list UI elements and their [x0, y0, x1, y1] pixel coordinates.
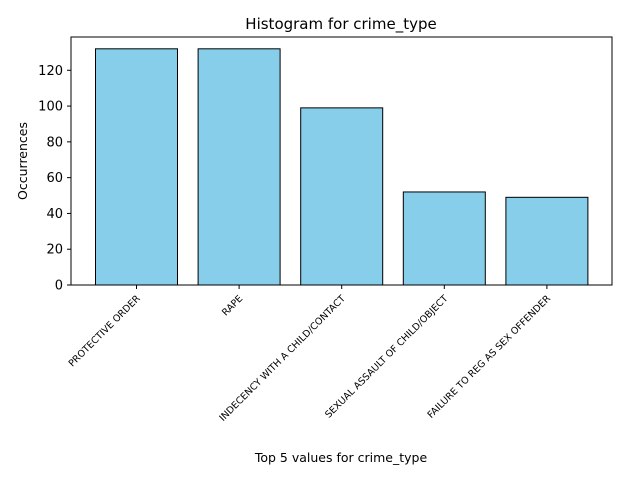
bar-4	[505, 196, 589, 286]
y-tick-label-2: 40	[46, 207, 63, 222]
y-tick-label-5: 100	[38, 100, 63, 115]
x-tick-label-0: PROTECTIVE ORDER	[67, 293, 143, 369]
x-axis-label: Top 5 values for crime_type	[254, 450, 428, 465]
chart-title: Histogram for crime_type	[245, 15, 436, 34]
bar-2	[300, 107, 384, 286]
bar-1	[197, 48, 281, 286]
bar-0	[95, 48, 178, 286]
y-tick-label-6: 120	[38, 64, 63, 79]
y-tick-label-0: 0	[55, 279, 63, 294]
x-tick-label-4: FAILURE TO REG AS SEX OFFENDER	[426, 293, 554, 421]
x-tick-label-2: INDECENCY WITH A CHILD/CONTACT	[217, 293, 348, 424]
y-tick-label-3: 60	[46, 171, 63, 186]
bar-3	[402, 191, 486, 286]
plot-frame	[70, 36, 613, 286]
y-tick-label-4: 80	[46, 135, 63, 150]
y-axis: 0 20 40 60 80 100 120	[38, 64, 71, 294]
y-tick-label-1: 20	[46, 243, 63, 258]
x-tick-label-1: RAPE	[220, 293, 245, 318]
y-axis-label: Occurrences	[15, 122, 30, 200]
bars	[95, 48, 589, 286]
x-tick-label-3: SEXUAL ASSAULT OF CHILD/OBJECT	[323, 293, 450, 420]
